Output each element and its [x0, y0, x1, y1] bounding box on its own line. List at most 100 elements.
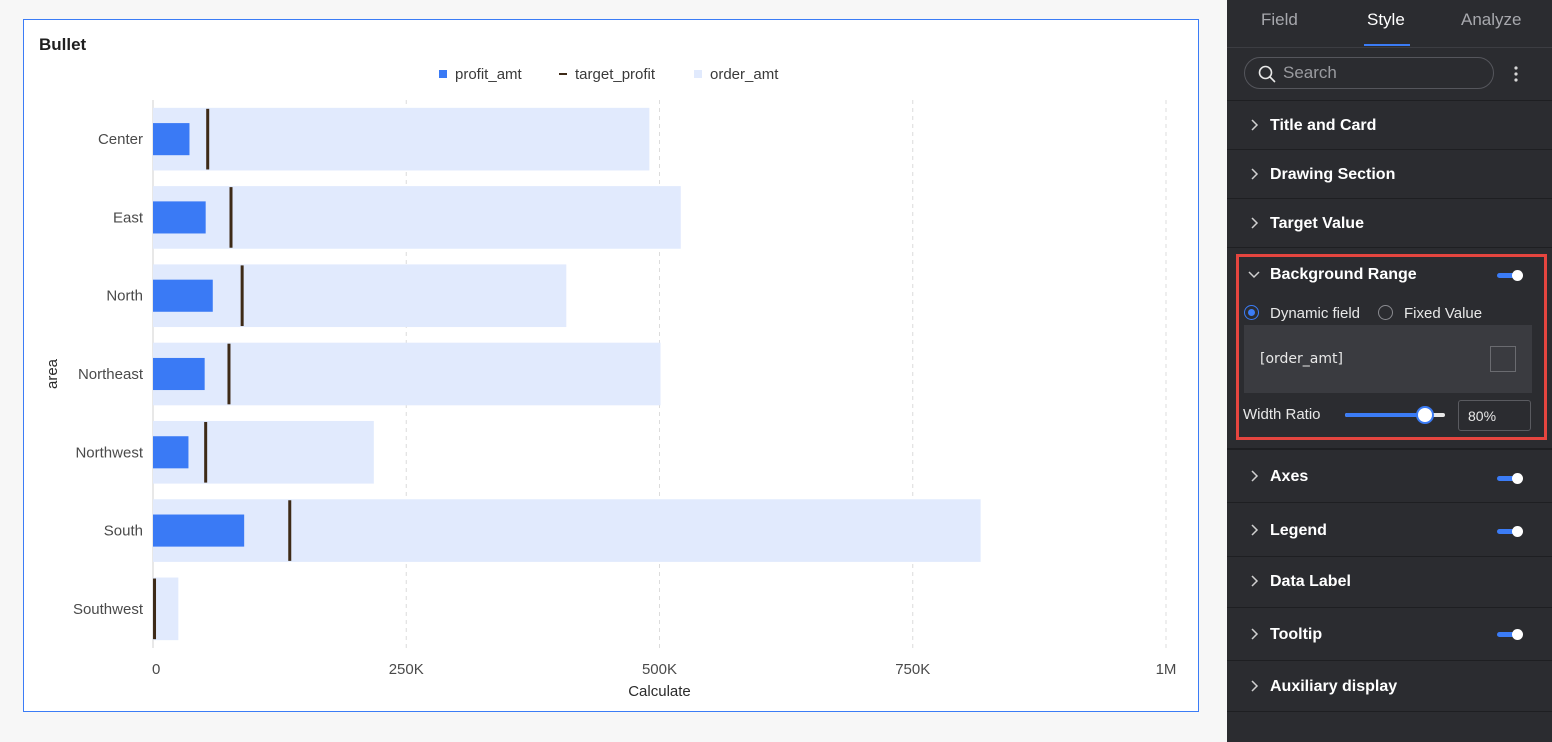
legend-label: order_amt — [710, 66, 779, 83]
section-header[interactable]: Background Range — [1227, 250, 1552, 300]
width-ratio-label: Width Ratio — [1243, 406, 1321, 423]
legend-toggle[interactable] — [1497, 526, 1523, 537]
y-tick-label: Northeast — [78, 366, 144, 383]
section-target-value: Target Value — [1227, 199, 1552, 248]
range-bar — [153, 264, 567, 328]
section-label: Target Value — [1270, 215, 1364, 232]
y-tick-label: East — [113, 209, 144, 226]
chevron-right-icon — [1251, 680, 1259, 692]
chevron-right-icon — [1251, 628, 1259, 640]
range-bar — [153, 107, 650, 171]
y-tick-label: Southwest — [73, 601, 144, 618]
chevron-right-icon — [1251, 470, 1259, 482]
measure-bar — [153, 123, 190, 156]
section-header[interactable]: Target Value — [1227, 199, 1552, 249]
section-header[interactable]: Axes — [1227, 452, 1552, 502]
range-bar — [153, 186, 681, 249]
x-tick-label: 500K — [642, 661, 677, 678]
chevron-down-icon — [1248, 271, 1260, 279]
section-label: Axes — [1270, 468, 1309, 485]
section-legend: Legend — [1227, 503, 1552, 557]
measure-bar — [153, 201, 206, 234]
x-axis-title: Calculate — [628, 683, 691, 700]
panel-gutter — [1210, 0, 1227, 742]
section-title-and-card: Title and Card — [1227, 100, 1552, 150]
width-ratio-input[interactable] — [1458, 400, 1531, 431]
section-label: Tooltip — [1270, 626, 1323, 643]
legend-label: target_profit — [575, 66, 656, 83]
section-label: Drawing Section — [1270, 166, 1396, 183]
measure-bar — [153, 279, 213, 312]
highlight-box — [1236, 254, 1547, 440]
section-header[interactable]: Legend — [1227, 506, 1552, 556]
measure-bar — [153, 514, 245, 547]
section-label: Background Range — [1270, 266, 1417, 283]
width-ratio-slider[interactable] — [1345, 404, 1447, 426]
radio-dynamic-field-label: Dynamic field — [1270, 305, 1361, 322]
x-tick-label: 250K — [389, 661, 424, 678]
y-tick-label: Center — [98, 131, 143, 148]
chevron-right-icon — [1251, 575, 1259, 587]
y-tick-label: South — [104, 523, 143, 540]
range-bar — [153, 342, 661, 406]
section-header[interactable]: Auxiliary display — [1227, 662, 1552, 712]
range-field-name: [order_amt] — [1260, 351, 1343, 367]
panel-tabs: Field Style Analyze — [1227, 0, 1552, 48]
more-options-icon[interactable] — [1513, 64, 1519, 84]
background-range-toggle[interactable] — [1497, 270, 1523, 281]
range-bar — [153, 420, 374, 484]
section-label: Auxiliary display — [1270, 678, 1398, 695]
slider-fill — [1345, 413, 1425, 417]
section-tooltip: Tooltip — [1227, 608, 1552, 661]
chevron-right-icon — [1251, 168, 1259, 180]
x-tick-label: 750K — [895, 661, 930, 678]
search-box[interactable] — [1244, 57, 1494, 89]
section-label: Data Label — [1270, 573, 1351, 590]
chevron-right-icon — [1251, 119, 1259, 131]
tooltip-toggle[interactable] — [1497, 629, 1523, 640]
section-data-label: Data Label — [1227, 557, 1552, 608]
legend-marker — [694, 70, 702, 78]
tab-style[interactable]: Style — [1367, 10, 1405, 29]
x-tick-label: 1M — [1156, 661, 1177, 678]
y-axis-title: area — [44, 358, 61, 389]
config-panel: Field Style Analyze Title and Card — [1227, 0, 1552, 742]
legend-marker — [439, 70, 447, 78]
section-drawing-section: Drawing Section — [1227, 150, 1552, 199]
tab-field[interactable]: Field — [1261, 10, 1298, 29]
y-tick-label: Northwest — [75, 444, 143, 461]
range-bar — [153, 499, 981, 562]
section-label: Legend — [1270, 522, 1327, 539]
legend-label: profit_amt — [455, 66, 523, 83]
search-icon — [1258, 65, 1276, 83]
chevron-right-icon — [1251, 217, 1259, 229]
range-bar — [153, 577, 179, 641]
section-header[interactable]: Tooltip — [1227, 610, 1552, 660]
search-input[interactable] — [1283, 62, 1483, 84]
section-auxiliary-display: Auxiliary display — [1227, 661, 1552, 712]
section-header[interactable]: Title and Card — [1227, 101, 1552, 151]
range-color-picker[interactable] — [1490, 346, 1516, 372]
chevron-right-icon — [1251, 524, 1259, 536]
x-tick-label: 0 — [152, 661, 160, 678]
bullet-chart: Center East North Northeast Northwest South So… — [44, 66, 1177, 700]
radio-fixed-value-label: Fixed Value — [1404, 305, 1483, 322]
measure-bar — [153, 357, 205, 391]
axes-toggle[interactable] — [1497, 473, 1523, 484]
radio-dynamic-field[interactable] — [1244, 305, 1259, 320]
radio-fixed-value[interactable] — [1378, 305, 1393, 320]
section-label: Title and Card — [1270, 117, 1377, 134]
section-axes: Axes — [1227, 449, 1552, 503]
chart-card: Bullet Center East North Northeast Northwest… — [23, 19, 1199, 712]
section-header[interactable]: Drawing Section — [1227, 150, 1552, 200]
y-tick-label: North — [106, 288, 143, 305]
range-field-box[interactable]: [order_amt] — [1244, 325, 1532, 393]
chart-title: Bullet — [39, 35, 87, 54]
tab-analyze[interactable]: Analyze — [1461, 10, 1522, 29]
slider-thumb[interactable] — [1416, 406, 1434, 424]
section-background-range: Background Range — [1227, 248, 1552, 449]
measure-bar — [153, 436, 189, 469]
active-tab-indicator — [1364, 44, 1410, 46]
section-header[interactable]: Data Label — [1227, 557, 1552, 607]
